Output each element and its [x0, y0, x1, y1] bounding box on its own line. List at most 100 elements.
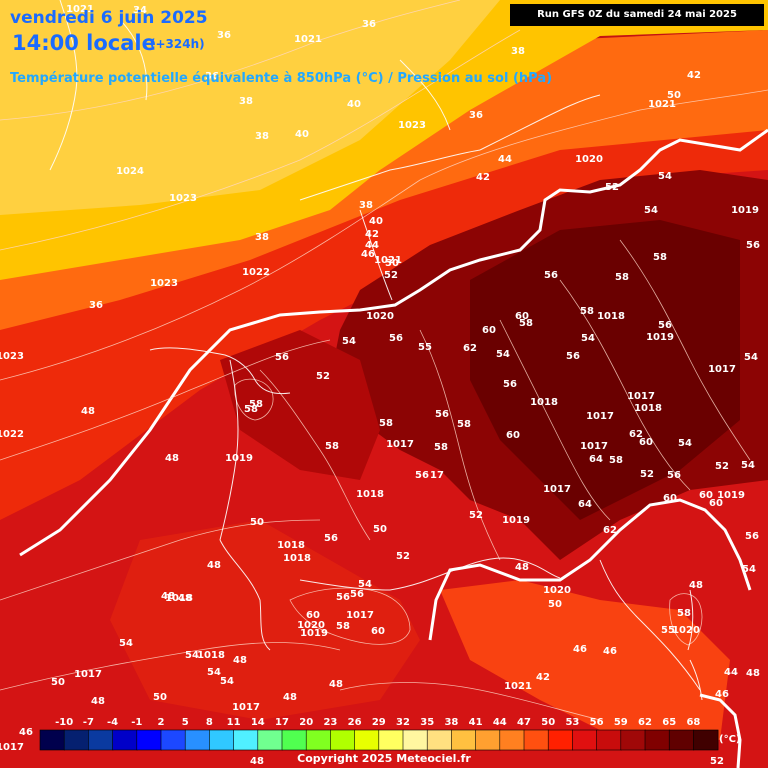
theta-label: 40: [369, 216, 383, 227]
pressure-label: 1017: [580, 441, 608, 452]
pressure-label: 1020: [366, 311, 394, 322]
legend-swatch: [596, 729, 622, 751]
legend-tick-label: 35: [420, 717, 434, 728]
theta-label: 48: [250, 756, 264, 767]
theta-label: 50: [51, 677, 65, 688]
pressure-label: 1017: [346, 610, 374, 621]
cool-field-light: [0, 0, 500, 215]
pressure-label: 1018: [165, 593, 193, 604]
legend-swatch: [257, 729, 283, 751]
theta-label: 56: [415, 470, 429, 481]
legend-swatch: [136, 729, 162, 751]
pressure-label: 1023: [0, 351, 24, 362]
legend-tick-label: 53: [565, 717, 579, 728]
theta-label: 48: [91, 696, 105, 707]
legend-swatch: [88, 729, 114, 751]
pressure-label: 1019: [502, 515, 530, 526]
theta-label: 56: [544, 270, 558, 281]
theta-label: 38: [359, 200, 373, 211]
theta-label: 52: [384, 270, 398, 281]
pressure-label: 1018: [356, 489, 384, 500]
theta-label: 56: [667, 470, 681, 481]
theta-label: 52: [316, 371, 330, 382]
legend-swatch: [305, 729, 332, 751]
map-subtitle: Température potentielle équivalente à 85…: [10, 71, 553, 86]
theta-label: 46: [573, 644, 587, 655]
legend-tick-label: 68: [686, 717, 700, 728]
theta-label: 58: [249, 399, 263, 410]
isobar-thin-lines: [0, 0, 768, 721]
theta-label: 56: [435, 409, 449, 420]
theta-label: 36: [469, 110, 483, 121]
legend-swatch: [572, 729, 598, 751]
isobar-med-front: [428, 498, 752, 641]
legend-tick-label: 65: [662, 717, 676, 728]
legend-swatch: [184, 729, 211, 751]
theta-label: 52: [640, 469, 654, 480]
legend-swatch: [112, 729, 138, 751]
isobar-warm-front: [19, 128, 768, 557]
theta-label: 56: [389, 333, 403, 344]
legend-swatch: [620, 729, 646, 751]
theta-label: 36: [362, 19, 376, 30]
theta-label: 58: [615, 272, 629, 283]
theta-label: 36: [89, 300, 103, 311]
legend-tick-label: 20: [299, 717, 313, 728]
legend-tick-label: 41: [469, 717, 483, 728]
sea-med-east: [440, 580, 730, 740]
theta-label: 50: [373, 524, 387, 535]
legend-swatch: [547, 729, 574, 751]
theta-label: 58: [325, 441, 339, 452]
pressure-label: 1017: [232, 702, 260, 713]
pressure-label: 1017: [74, 669, 102, 680]
model-run-badge: Run GFS 0Z du samedi 24 mai 2025: [510, 4, 764, 26]
sea-med-west: [110, 520, 420, 720]
theta-label: 54: [744, 352, 758, 363]
hot-ring-west: [220, 330, 380, 480]
theta-label: 54: [119, 638, 133, 649]
theta-label: 48: [178, 593, 192, 604]
pressure-label: 1017: [0, 742, 24, 753]
legend-tick-label: -7: [83, 717, 94, 728]
theta-label: 36: [205, 71, 219, 82]
theta-label: 54: [581, 333, 595, 344]
pressure-label: 1022: [0, 429, 24, 440]
theta-label: 48: [515, 562, 529, 573]
theta-label: 48: [329, 679, 343, 690]
pressure-label: 1017: [586, 411, 614, 422]
legend-tick-label: 23: [323, 717, 337, 728]
theta-label: 17: [430, 470, 444, 481]
pressure-label: 1020: [575, 154, 603, 165]
theta-label: 56: [350, 589, 364, 600]
theta-label: 60: [699, 490, 713, 501]
pressure-label: 1017: [386, 439, 414, 450]
pressure-label: 1017: [708, 364, 736, 375]
legend-tick-label: 8: [206, 717, 213, 728]
theta-label: 56: [324, 533, 338, 544]
pressure-label: 1020: [297, 620, 325, 631]
legend-swatch: [160, 729, 187, 751]
pressure-label: 1019: [731, 205, 759, 216]
theta-label: 38: [239, 96, 253, 107]
theta-label: 52: [710, 756, 724, 767]
theta-label: 52: [469, 510, 483, 521]
legend-swatch: [63, 729, 90, 751]
pressure-label: 1020: [672, 625, 700, 636]
theta-label: 54: [207, 667, 221, 678]
theta-label: 54: [496, 349, 510, 360]
color-legend: [39, 729, 719, 751]
pressure-label: 1023: [150, 278, 178, 289]
theta-label: 56: [336, 592, 350, 603]
theta-label: 38: [255, 131, 269, 142]
legend-tick-label: 14: [251, 717, 265, 728]
pressure-label: 1019: [646, 332, 674, 343]
theta-label: 36: [217, 30, 231, 41]
theta-label: 50: [250, 517, 264, 528]
theta-label: 38: [255, 232, 269, 243]
pressure-label: 1018: [597, 311, 625, 322]
legend-swatch: [39, 729, 66, 751]
theta-label: 58: [457, 419, 471, 430]
legend-swatch: [475, 729, 501, 751]
theta-label: 48: [283, 692, 297, 703]
forecast-local-time: 14:00 locale: [12, 31, 156, 55]
